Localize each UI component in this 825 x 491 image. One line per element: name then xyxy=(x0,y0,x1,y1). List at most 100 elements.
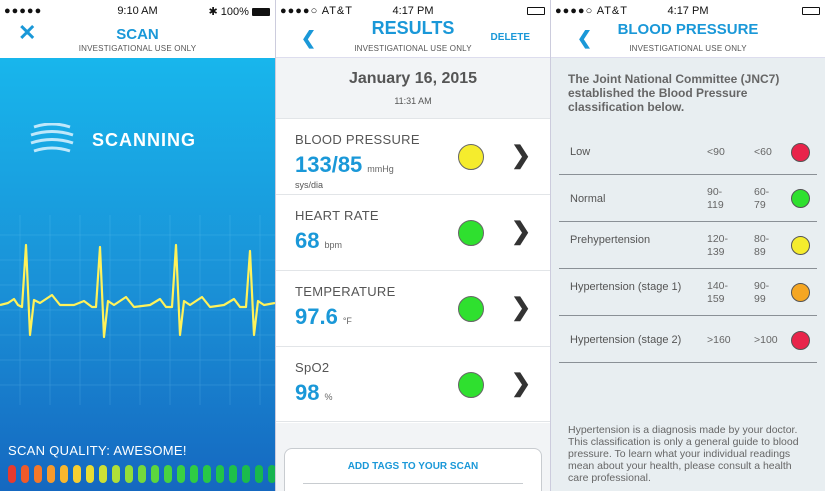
bp-systolic: 120- 139 xyxy=(707,233,729,258)
quality-bar xyxy=(268,465,275,483)
result-sub-label: sys/dia xyxy=(295,180,324,190)
status-dot xyxy=(791,143,810,162)
scan-quality-meter xyxy=(8,465,275,483)
chevron-right-icon[interactable]: ❯ xyxy=(511,142,532,169)
bp-diastolic: 60- 79 xyxy=(754,186,770,211)
status-dot xyxy=(791,236,810,255)
status-dot xyxy=(458,144,484,170)
quality-bar xyxy=(242,465,250,483)
bp-class-row: Prehypertension 120- 139 80- 89 xyxy=(559,222,817,269)
battery-icon xyxy=(527,5,545,17)
result-value: 98% xyxy=(295,380,333,405)
signal-icon: ●●●●○ AT&T xyxy=(555,5,628,17)
scan-quality-label: SCAN QUALITY: AWESOME! xyxy=(8,443,187,458)
bp-systolic: <90 xyxy=(707,146,725,158)
bp-class-row: Hypertension (stage 2) >160 >100 xyxy=(559,316,817,363)
bluetooth-icon: ✱ xyxy=(208,6,218,18)
status-bar: ●●●●● 9:10 AM ✱ 100% xyxy=(0,0,275,22)
status-dot xyxy=(791,331,810,350)
bp-systolic: >160 xyxy=(707,334,731,346)
bp-class-name: Prehypertension xyxy=(570,234,651,246)
status-dot xyxy=(458,220,484,246)
result-unit: % xyxy=(324,392,333,402)
bp-intro-text: The Joint National Committee (JNC7) esta… xyxy=(568,72,780,114)
scan-background xyxy=(0,58,275,491)
result-unit: bpm xyxy=(324,240,342,250)
carrier-label: AT&T xyxy=(596,5,628,17)
page-subtitle: INVESTIGATIONAL USE ONLY xyxy=(629,44,747,53)
quality-bar xyxy=(177,465,185,483)
bp-disclaimer: Hypertension is a diagnosis made by your… xyxy=(568,424,799,484)
status-time: 9:10 AM xyxy=(117,5,158,17)
date-header xyxy=(276,58,550,118)
add-tags-label: ADD TAGS TO YOUR SCAN xyxy=(347,461,479,472)
scan-screen: ●●●●● 9:10 AM ✱ 100% ✕ SCAN INVESTIGATIO… xyxy=(0,0,275,491)
quality-bar xyxy=(190,465,198,483)
quality-bar xyxy=(216,465,224,483)
scanning-label: SCANNING xyxy=(92,130,197,150)
status-dot xyxy=(791,189,810,208)
status-bar: ●●●●○ AT&T 4:17 PM xyxy=(551,0,825,22)
result-label: HEART RATE xyxy=(295,208,379,223)
bp-class-row: Hypertension (stage 1) 140- 159 90- 99 xyxy=(559,269,817,316)
close-icon[interactable]: ✕ xyxy=(18,20,37,45)
scan-navbar: ●●●●● 9:10 AM ✱ 100% ✕ SCAN INVESTIGATIO… xyxy=(0,0,275,58)
quality-bar xyxy=(125,465,133,483)
bp-class-name: Hypertension (stage 1) xyxy=(570,281,682,293)
quality-bar xyxy=(164,465,172,483)
quality-bar xyxy=(34,465,42,483)
quality-bar xyxy=(8,465,16,483)
chevron-right-icon[interactable]: ❯ xyxy=(511,218,532,245)
carrier-label: AT&T xyxy=(321,5,353,17)
result-value: 133/85 mmHg xyxy=(295,152,394,177)
quality-bar xyxy=(229,465,237,483)
result-date: January 16, 2015 xyxy=(348,70,478,87)
battery-percent: 100% xyxy=(220,6,249,18)
add-tags-button[interactable]: ADD TAGS TO YOUR SCAN xyxy=(284,448,542,491)
status-time: 4:17 PM xyxy=(667,5,709,17)
quality-bar xyxy=(73,465,81,483)
back-icon[interactable]: ❮ xyxy=(577,28,593,48)
bp-class-name: Low xyxy=(570,146,591,158)
bp-systolic: 90- 119 xyxy=(707,186,724,211)
bp-diastolic: <60 xyxy=(754,146,772,158)
result-row-blood-pressure[interactable]: BLOOD PRESSURE 133/85 mmHg sys/dia ❯ xyxy=(276,118,550,194)
status-bar: ●●●●○ AT&T 4:17 PM xyxy=(276,0,550,22)
scanning-icon xyxy=(30,123,74,153)
bp-systolic: 140- 159 xyxy=(707,280,729,305)
quality-bar xyxy=(21,465,29,483)
quality-bar xyxy=(138,465,146,483)
result-label: SpO2 xyxy=(295,360,330,375)
chevron-right-icon[interactable]: ❯ xyxy=(511,370,532,397)
result-unit: °F xyxy=(342,316,352,326)
result-row-heart-rate[interactable]: HEART RATE 68 bpm ❯ xyxy=(276,194,550,270)
ecg-waveform xyxy=(0,243,275,339)
page-subtitle: INVESTIGATIONAL USE ONLY xyxy=(78,44,197,53)
quality-bar xyxy=(47,465,55,483)
signal-icon: ●●●●● xyxy=(4,5,43,17)
result-row-temperature[interactable]: TEMPERATURE 97.6 °F ❯ xyxy=(276,270,550,346)
result-label: TEMPERATURE xyxy=(295,284,396,299)
result-label: BLOOD PRESSURE xyxy=(295,132,420,147)
result-value: 97.6 °F xyxy=(295,304,352,329)
battery-icon xyxy=(802,5,820,17)
status-dot xyxy=(458,296,484,322)
bp-navbar: ●●●●○ AT&T 4:17 PM ❮ BLOOD PRESSURE INVE… xyxy=(551,0,825,58)
quality-bar xyxy=(151,465,159,483)
result-time: 11:31 AM xyxy=(394,96,432,106)
bp-class-row: Normal 90- 119 60- 79 xyxy=(559,175,817,222)
page-title: BLOOD PRESSURE xyxy=(617,21,759,38)
results-navbar: ●●●●○ AT&T 4:17 PM ❮ RESULTS INVESTIGATI… xyxy=(276,0,550,58)
result-row-spo2[interactable]: SpO2 98% ❯ xyxy=(276,346,550,422)
signal-icon: ●●●●○ AT&T xyxy=(280,5,353,17)
status-dot xyxy=(791,283,810,302)
quality-bar xyxy=(203,465,211,483)
divider xyxy=(303,483,523,484)
chevron-right-icon[interactable]: ❯ xyxy=(511,294,532,321)
quality-bar xyxy=(255,465,263,483)
bp-class-name: Normal xyxy=(570,193,606,205)
results-screen: ●●●●○ AT&T 4:17 PM ❮ RESULTS INVESTIGATI… xyxy=(275,0,550,491)
delete-button[interactable]: DELETE xyxy=(490,32,530,43)
quality-bar xyxy=(60,465,68,483)
back-icon[interactable]: ❮ xyxy=(301,28,317,48)
